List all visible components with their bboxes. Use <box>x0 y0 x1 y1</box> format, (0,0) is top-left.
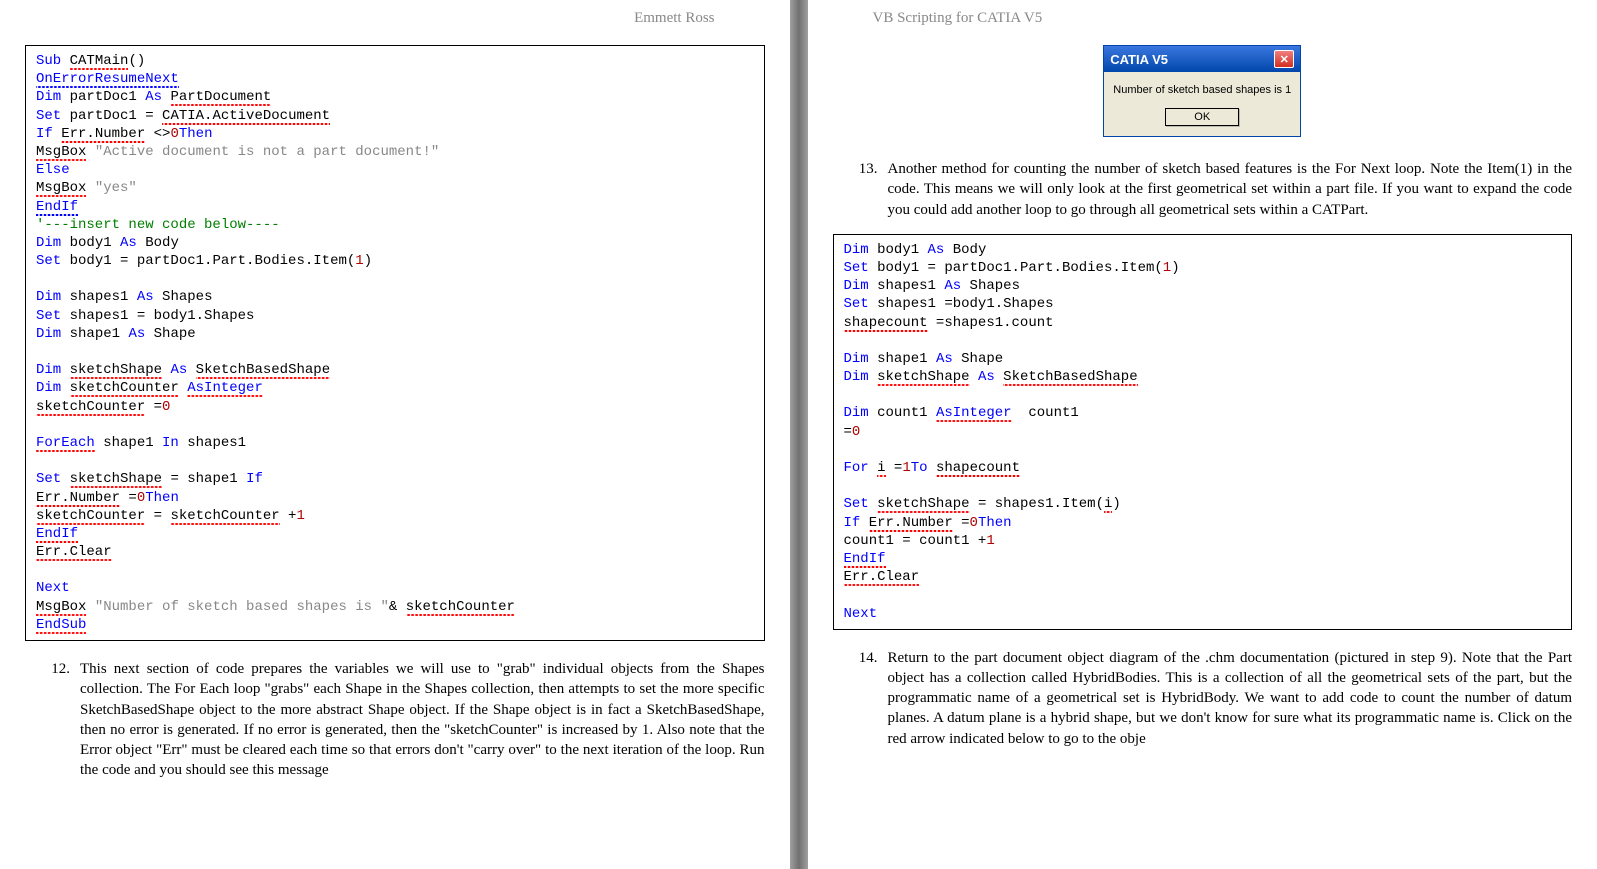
paragraph-13: 13. Another method for counting the numb… <box>833 159 1573 220</box>
para-14-number: 14. <box>833 648 888 749</box>
para-14-body: Return to the part document object diagr… <box>888 648 1573 749</box>
para-13-body: Another method for counting the number o… <box>888 159 1573 220</box>
message-dialog: CATIA V5 ✕ Number of sketch based shapes… <box>1103 45 1301 137</box>
left-code-block: Sub CATMain()OnErrorResumeNextDim partDo… <box>25 45 765 641</box>
dialog-titlebar: CATIA V5 ✕ <box>1104 46 1300 72</box>
para-13-number: 13. <box>833 159 888 220</box>
right-page-header: VB Scripting for CATIA V5 <box>833 10 1573 27</box>
para-12-body: This next section of code prepares the v… <box>80 659 765 781</box>
dialog-body: Number of sketch based shapes is 1 OK <box>1104 72 1300 136</box>
left-page: Emmett Ross Sub CATMain()OnErrorResumeNe… <box>0 0 790 869</box>
left-page-header: Emmett Ross <box>25 10 765 27</box>
dialog-title-text: CATIA V5 <box>1110 52 1168 67</box>
dialog-message: Number of sketch based shapes is 1 <box>1112 84 1292 96</box>
paragraph-12: 12. This next section of code prepares t… <box>25 659 765 781</box>
page-divider <box>790 0 808 869</box>
paragraph-14: 14. Return to the part document object d… <box>833 648 1573 749</box>
para-12-number: 12. <box>25 659 80 781</box>
ok-button[interactable]: OK <box>1165 108 1239 126</box>
close-icon[interactable]: ✕ <box>1274 50 1294 68</box>
right-page: VB Scripting for CATIA V5 CATIA V5 ✕ Num… <box>808 0 1597 869</box>
right-code-block: Dim body1 As BodySet body1 = partDoc1.Pa… <box>833 234 1573 630</box>
